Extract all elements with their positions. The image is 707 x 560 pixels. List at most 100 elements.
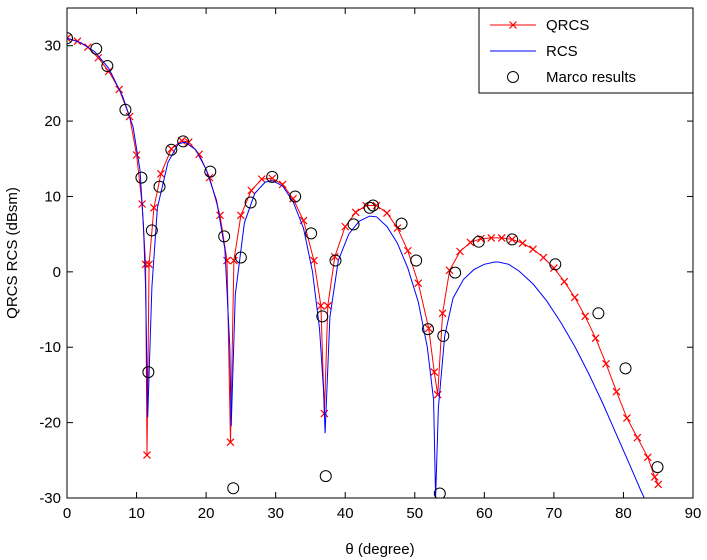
x-marker: [94, 53, 103, 62]
x-marker: [351, 208, 360, 217]
circle-marker: [234, 251, 247, 264]
x-marker: [622, 414, 631, 423]
x-axis-title: θ (degree): [345, 541, 414, 558]
circle-marker: [472, 235, 485, 248]
x-marker: [581, 312, 590, 321]
circle-marker: [651, 461, 664, 474]
circle-marker: [619, 362, 632, 375]
x-marker: [466, 238, 475, 247]
circle-marker: [316, 310, 329, 323]
circle-marker: [142, 366, 155, 379]
circle-marker: [549, 258, 562, 271]
x-marker: [289, 194, 297, 203]
x-marker: [430, 368, 439, 377]
legend-circle-marker: [507, 71, 519, 83]
x-marker: [330, 252, 339, 261]
x-marker: [403, 246, 412, 255]
series-qrcs: [67, 34, 663, 489]
y-tick-label: -10: [39, 339, 61, 356]
x-tick-label: 30: [267, 505, 284, 522]
x-marker: [497, 233, 506, 242]
x-marker: [236, 211, 245, 220]
x-marker: [529, 245, 537, 254]
x-marker: [372, 201, 381, 210]
circle-marker: [289, 190, 302, 203]
plot-frame: [66, 7, 694, 499]
circle-marker: [101, 60, 114, 73]
legend-x-marker: [509, 21, 517, 29]
x-marker: [602, 359, 610, 368]
legend-label: RCS: [546, 43, 578, 60]
x-marker: [560, 277, 569, 286]
series-line: [67, 37, 645, 498]
x-marker: [456, 247, 464, 256]
circle-marker: [153, 180, 166, 193]
series-rcs: [67, 37, 645, 498]
x-marker: [612, 387, 621, 396]
x-tick-label: 20: [198, 505, 215, 522]
x-tick-label: 90: [685, 505, 702, 522]
x-marker: [518, 239, 527, 248]
legend-label: QRCS: [546, 17, 589, 34]
circle-marker: [177, 135, 190, 148]
circle-marker: [410, 254, 423, 267]
x-marker: [257, 175, 266, 184]
x-marker: [487, 233, 496, 242]
circle-marker: [437, 329, 450, 342]
x-marker: [226, 438, 235, 447]
circle-marker: [67, 32, 73, 45]
circle-marker: [363, 201, 376, 214]
x-marker: [438, 309, 447, 318]
x-tick-label: 0: [63, 505, 71, 522]
x-marker: [278, 180, 287, 189]
circle-marker: [135, 171, 148, 184]
x-marker: [141, 260, 150, 269]
y-tick-label: 30: [44, 38, 61, 55]
circle-marker: [119, 103, 132, 116]
y-tick-label: 20: [44, 113, 61, 130]
x-marker: [383, 209, 391, 217]
x-tick-label: 60: [476, 505, 493, 522]
x-marker: [223, 256, 231, 265]
circle-marker: [395, 217, 408, 230]
ticks-layer: 0 10 20 30 40 50 60 70 80 90 -30 -20 -10 0 10 20 30: [39, 8, 701, 522]
x-marker: [150, 203, 158, 212]
circle-marker: [218, 230, 231, 243]
circle-marker: [367, 199, 380, 212]
legend-label: Marco results: [546, 69, 636, 86]
circle-marker: [329, 254, 342, 267]
circle-marker: [433, 487, 446, 498]
x-marker: [539, 253, 548, 262]
y-tick-label: -30: [39, 490, 61, 507]
x-tick-label: 40: [337, 505, 354, 522]
circle-marker: [319, 470, 332, 483]
circle-marker: [266, 170, 279, 183]
x-tick-label: 80: [615, 505, 632, 522]
circle-marker: [305, 227, 318, 240]
x-marker: [508, 235, 517, 244]
circle-marker: [244, 196, 257, 209]
x-marker: [156, 169, 165, 178]
x-marker: [633, 433, 642, 442]
x-marker: [67, 34, 71, 43]
x-marker: [143, 451, 151, 459]
legend: QRCS RCS Marco results: [478, 7, 694, 94]
x-marker: [341, 222, 350, 231]
y-axis-title: QRCS RCS (dBsm): [4, 187, 21, 319]
x-marker: [650, 472, 659, 481]
x-tick-label: 10: [128, 505, 145, 522]
x-marker: [570, 293, 579, 302]
series-layer: [67, 32, 664, 498]
x-marker: [414, 279, 423, 288]
circle-marker: [227, 482, 240, 495]
x-marker: [654, 480, 663, 489]
x-marker: [145, 260, 154, 269]
x-marker: [643, 453, 652, 462]
circle-marker: [347, 218, 360, 231]
circle-marker: [592, 307, 605, 320]
circle-marker: [90, 42, 103, 55]
x-marker: [132, 151, 141, 159]
circle-marker: [421, 323, 434, 336]
x-tick-label: 70: [546, 505, 563, 522]
